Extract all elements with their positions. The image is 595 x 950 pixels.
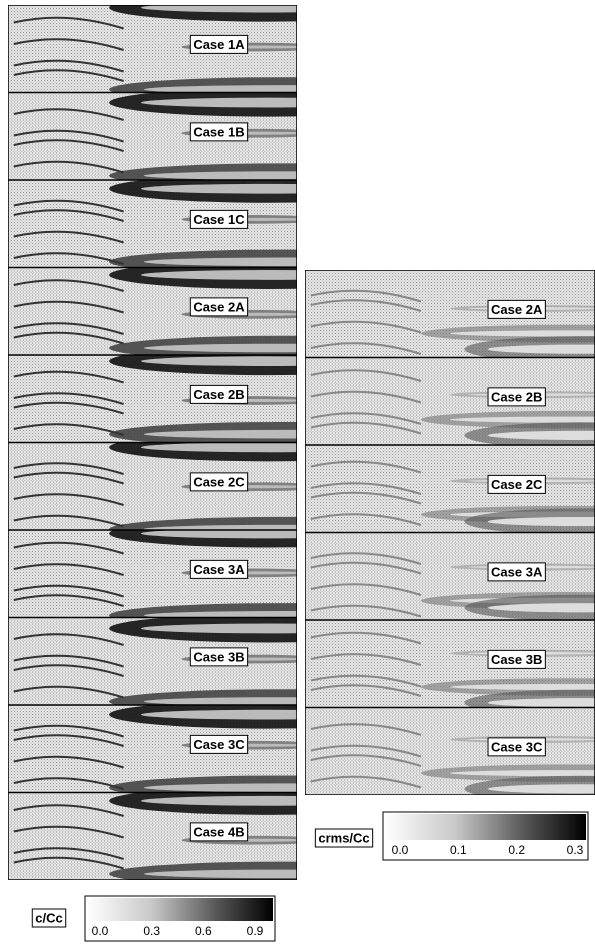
streak-core bbox=[141, 796, 395, 806]
streak-core bbox=[141, 98, 395, 108]
colorbar-label-text: crms/Cc bbox=[318, 830, 369, 845]
contour-panel bbox=[305, 620, 595, 716]
panel-label-text: Case 2B bbox=[193, 387, 244, 402]
colorbar bbox=[385, 814, 586, 840]
panel-label-text: Case 2C bbox=[491, 477, 543, 492]
streak-core bbox=[144, 870, 421, 879]
colorbar-tick-label: 0.0 bbox=[92, 924, 109, 938]
colorbar-label: c/Cc bbox=[32, 909, 65, 927]
panel-label-text: Case 3C bbox=[491, 739, 543, 754]
panel-label-text: Case 4B bbox=[193, 824, 244, 839]
panel-label-text: Case 2B bbox=[491, 389, 542, 404]
panel-label: Case 1A bbox=[190, 35, 247, 53]
contour-panel bbox=[305, 270, 595, 362]
contour-panel bbox=[305, 358, 595, 449]
panel-label: Case 3B bbox=[488, 650, 545, 668]
contour-panel bbox=[305, 445, 595, 535]
streak-core bbox=[144, 171, 421, 180]
panel-label-text: Case 3B bbox=[193, 649, 244, 664]
panel-label: Case 4B bbox=[190, 823, 247, 841]
panel-label: Case 2A bbox=[190, 298, 247, 316]
colorbar bbox=[87, 898, 273, 921]
streak-core bbox=[144, 258, 421, 267]
colorbar-label: crms/Cc bbox=[315, 829, 372, 847]
colorbar-tick-label: 0.9 bbox=[247, 924, 264, 938]
contour-panel bbox=[305, 533, 595, 621]
panel-label: Case 3A bbox=[488, 563, 545, 581]
streak-core bbox=[141, 3, 395, 13]
panel-label: Case 2B bbox=[488, 388, 545, 406]
colorbar-tick-label: 0.1 bbox=[450, 843, 467, 857]
panel-label-text: Case 1B bbox=[193, 124, 244, 139]
panel-label-text: Case 3A bbox=[491, 564, 543, 579]
panel-label-text: Case 1A bbox=[193, 37, 245, 52]
streak-core bbox=[141, 184, 395, 194]
colorbar-tick-label: 0.0 bbox=[392, 843, 409, 857]
colorbar-tick-label: 0.6 bbox=[195, 924, 212, 938]
panel-label: Case 2B bbox=[190, 385, 247, 403]
panel-label: Case 3A bbox=[190, 560, 247, 578]
colorbar-label-text: c/Cc bbox=[35, 910, 62, 925]
panel-label-text: Case 3B bbox=[491, 652, 542, 667]
panel-label: Case 1C bbox=[190, 210, 247, 228]
panel-label-text: Case 2A bbox=[491, 302, 543, 317]
contour-panel bbox=[305, 708, 595, 803]
panel-label: Case 3B bbox=[190, 648, 247, 666]
colorbar-tick-label: 0.3 bbox=[143, 924, 160, 938]
panel-label: Case 3C bbox=[190, 735, 247, 753]
panel-label-text: Case 3A bbox=[193, 562, 245, 577]
panel-label: Case 2A bbox=[488, 300, 545, 318]
figure: Case 1A Case 1B Case 1C Case 2A Case 2B Case … bbox=[0, 0, 595, 950]
panel-label: Case 2C bbox=[488, 475, 545, 493]
panel-label: Case 1B bbox=[190, 123, 247, 141]
colorbar-tick-label: 0.2 bbox=[508, 843, 525, 857]
panel-label: Case 2C bbox=[190, 473, 247, 491]
panel-label-text: Case 2C bbox=[193, 474, 245, 489]
panel-label-text: Case 3C bbox=[193, 737, 245, 752]
panel-label-text: Case 1C bbox=[193, 212, 245, 227]
panel-label-text: Case 2A bbox=[193, 299, 245, 314]
panel-label: Case 3C bbox=[488, 738, 545, 756]
colorbar-tick-label: 0.3 bbox=[567, 843, 584, 857]
